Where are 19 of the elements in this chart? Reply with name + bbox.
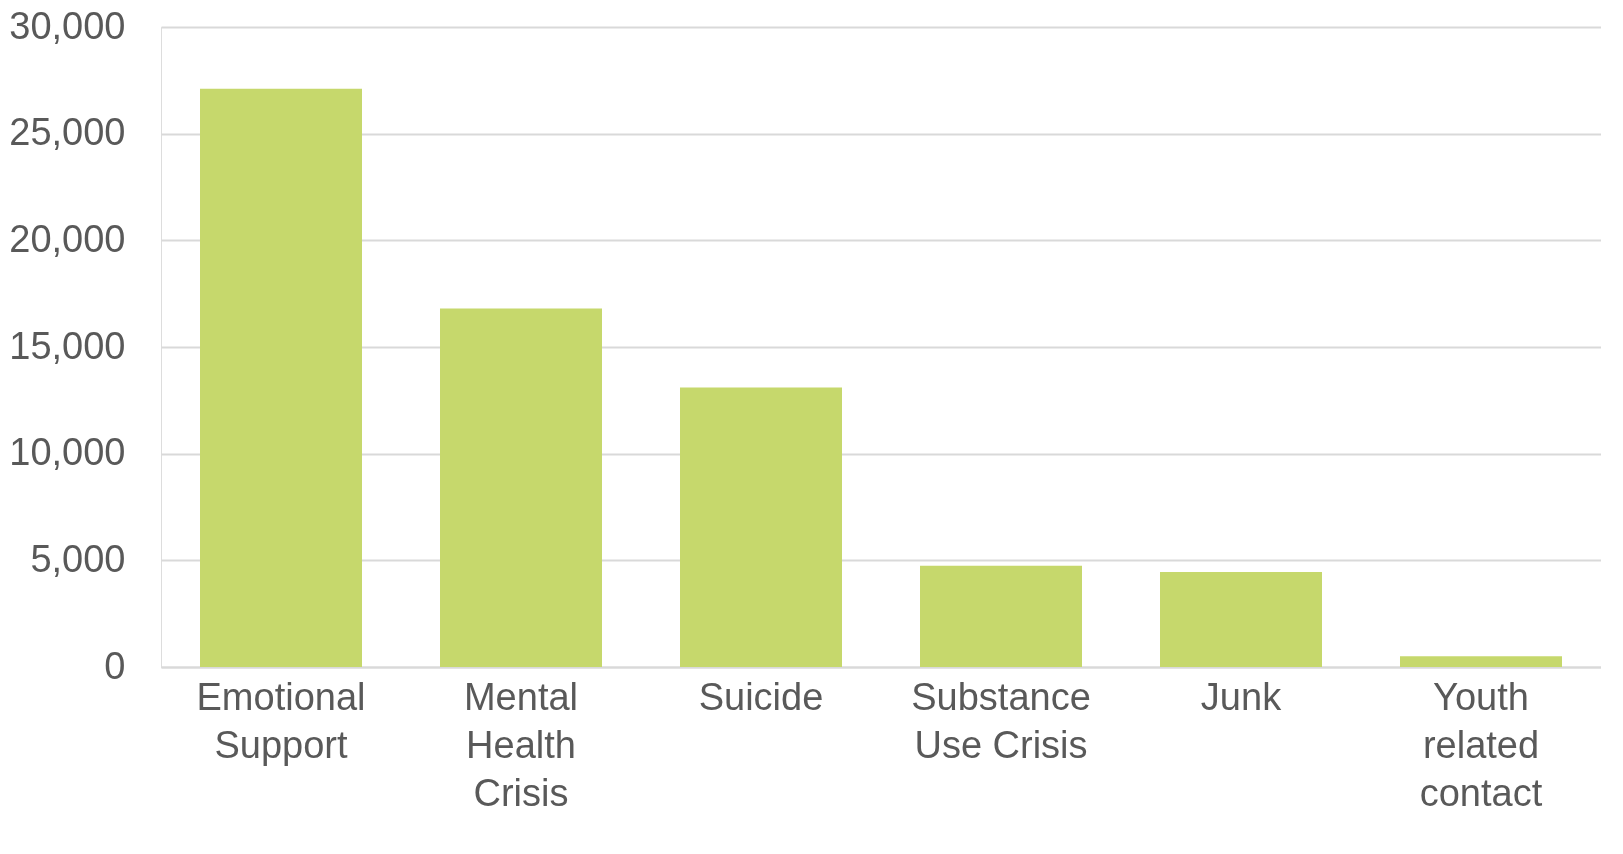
bar: [440, 308, 602, 667]
y-tick-label: 10,000: [9, 431, 126, 474]
x-tick-label: Suicide: [698, 675, 824, 718]
y-tick-label: 30,000: [9, 4, 126, 47]
y-tick-label: 20,000: [9, 217, 126, 260]
x-tick-label: Emotional Support: [196, 675, 366, 766]
x-tick-label: Substance Use Crisis: [911, 675, 1091, 766]
x-tick-label: Mental Health Crisis: [463, 675, 579, 814]
bar: [920, 565, 1082, 667]
y-tick-label: 0: [104, 644, 126, 687]
x-tick-label: Youth related contact: [1419, 675, 1543, 814]
x-tick-label: Junk: [1200, 675, 1283, 718]
y-tick-label: 15,000: [9, 324, 126, 367]
bar: [1160, 572, 1322, 667]
bar: [1400, 656, 1562, 667]
y-tick-label: 5,000: [30, 537, 126, 580]
bar: [200, 88, 362, 667]
y-tick-label: 25,000: [9, 111, 126, 154]
bar: [680, 387, 842, 667]
